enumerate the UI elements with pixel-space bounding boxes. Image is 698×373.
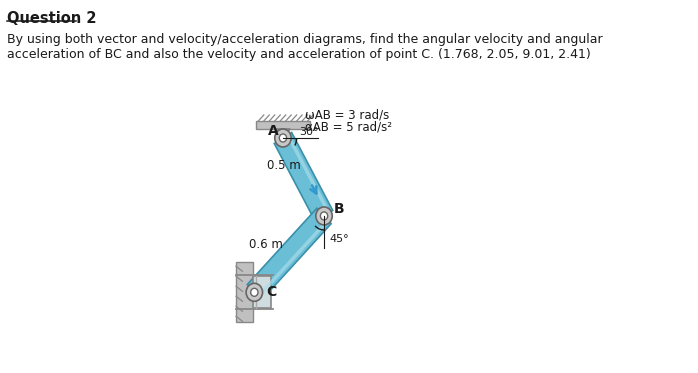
Text: 0.5 m: 0.5 m — [267, 159, 301, 172]
Circle shape — [315, 207, 332, 225]
Text: C: C — [266, 285, 276, 299]
Circle shape — [246, 283, 262, 301]
Circle shape — [275, 129, 291, 147]
Text: A: A — [267, 124, 279, 138]
Text: 30°: 30° — [299, 127, 319, 137]
Circle shape — [279, 134, 287, 142]
Polygon shape — [247, 208, 331, 300]
Polygon shape — [274, 132, 333, 222]
Circle shape — [320, 212, 327, 220]
Polygon shape — [255, 121, 311, 129]
Circle shape — [251, 288, 258, 296]
Text: 45°: 45° — [329, 234, 349, 244]
Text: 0.6 m: 0.6 m — [249, 238, 283, 251]
Polygon shape — [236, 262, 253, 322]
Text: Question 2: Question 2 — [7, 11, 97, 26]
Text: acceleration of BC and also the velocity and acceleration of point C. (1.768, 2.: acceleration of BC and also the velocity… — [7, 48, 591, 61]
Polygon shape — [253, 276, 271, 308]
Text: ωAB = 3 rad/s: ωAB = 3 rad/s — [305, 108, 389, 121]
Text: By using both vector and velocity/acceleration diagrams, find the angular veloci: By using both vector and velocity/accele… — [7, 33, 603, 46]
Polygon shape — [276, 129, 290, 136]
Text: αAB = 5 rad/s²: αAB = 5 rad/s² — [305, 121, 392, 134]
Text: B: B — [334, 202, 345, 216]
